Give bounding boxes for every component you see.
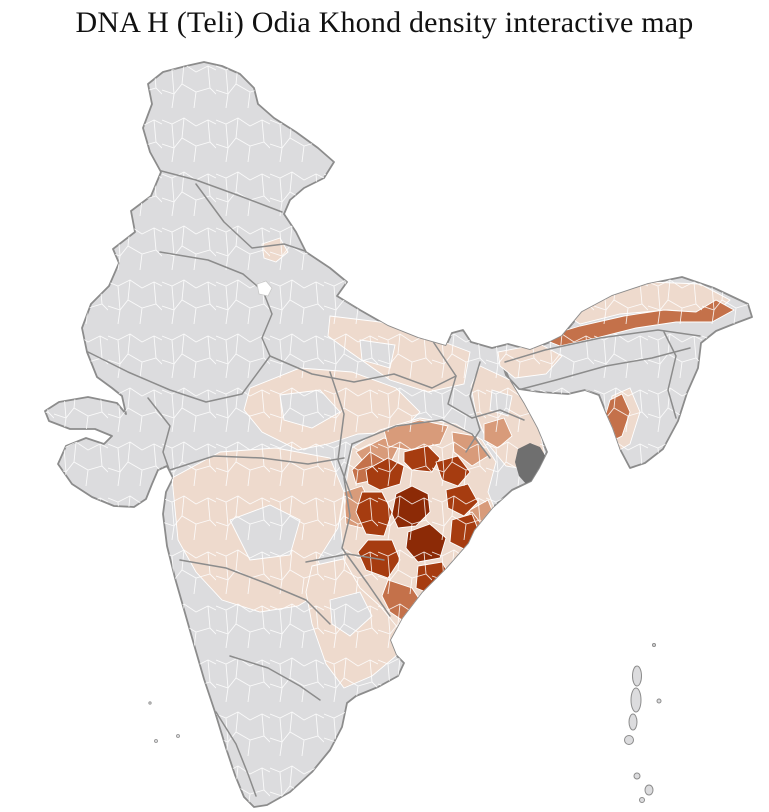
state-border (215, 711, 257, 797)
delhi-enclave[interactable] (256, 280, 273, 297)
island[interactable] (633, 772, 641, 780)
state-border (179, 559, 331, 625)
state-border (169, 455, 345, 471)
island[interactable] (639, 797, 645, 803)
state-border (149, 167, 283, 213)
state-border (465, 361, 481, 453)
state-borders (87, 167, 701, 797)
island[interactable] (148, 701, 152, 705)
state-border (431, 339, 473, 419)
andaman-nicobar-islands[interactable] (624, 643, 662, 803)
state-border (351, 419, 491, 459)
state-border (329, 371, 353, 499)
lakshadweep-islands[interactable] (148, 701, 180, 743)
state-border (341, 443, 391, 617)
state-border (504, 329, 701, 363)
island[interactable] (154, 739, 158, 743)
island[interactable] (632, 665, 642, 687)
state-border (195, 183, 309, 253)
island[interactable] (630, 687, 642, 713)
state-border (147, 397, 171, 473)
island[interactable] (652, 643, 656, 647)
state-border (229, 655, 321, 701)
state-border (87, 351, 271, 403)
island[interactable] (628, 713, 638, 731)
state-border (261, 290, 273, 357)
island[interactable] (624, 735, 634, 745)
island[interactable] (656, 698, 662, 704)
page-title: DNA H (Teli) Odia Khond density interact… (75, 6, 694, 39)
state-border (663, 331, 677, 419)
state-border (517, 347, 691, 391)
state-border (159, 251, 264, 292)
island[interactable] (176, 734, 180, 738)
island[interactable] (644, 784, 654, 796)
state-border (305, 553, 385, 563)
state-border (269, 355, 457, 389)
state-border (471, 409, 525, 421)
